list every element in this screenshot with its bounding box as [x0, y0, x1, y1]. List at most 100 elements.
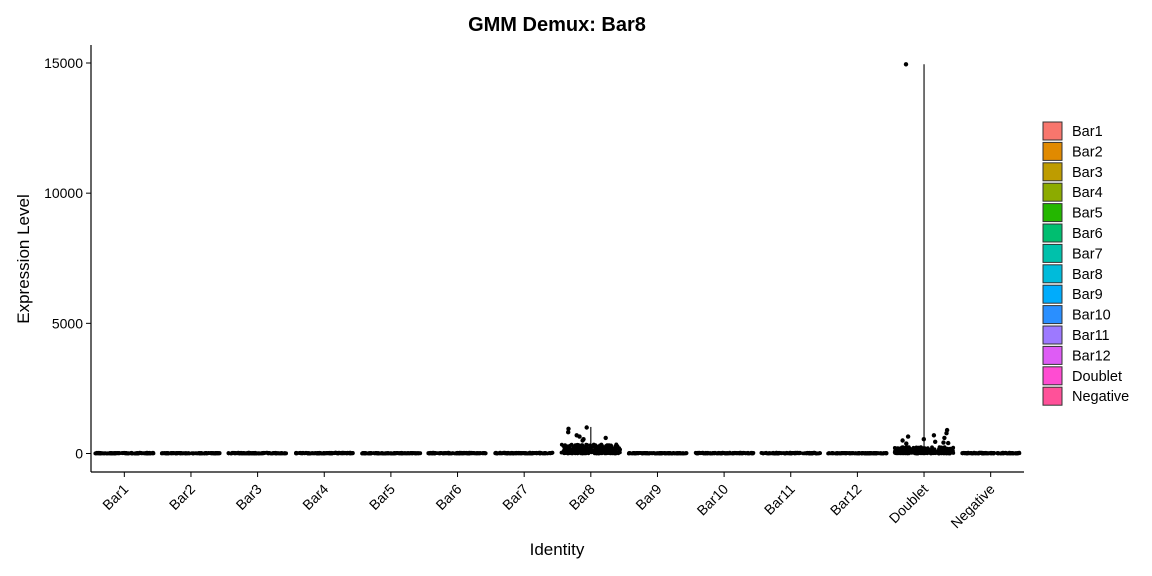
x-tick-label: Bar7 [499, 481, 531, 513]
data-point [718, 451, 722, 455]
legend-label-Bar3: Bar3 [1072, 165, 1103, 181]
data-point [426, 451, 430, 455]
data-point [272, 451, 276, 455]
data-point [98, 451, 102, 455]
outlier-point [604, 436, 608, 440]
y-tick-label: 15000 [44, 55, 83, 71]
data-point [587, 446, 591, 450]
data-point [588, 450, 592, 454]
legend-key-Bar2 [1043, 142, 1062, 160]
data-point [602, 446, 606, 450]
data-point [322, 451, 326, 455]
data-point [851, 452, 855, 456]
points-Bar12 [826, 451, 888, 455]
data-point [472, 451, 476, 455]
x-tick-label: Doublet [886, 481, 932, 527]
data-point [506, 452, 510, 456]
x-tick-label: Negative [947, 481, 998, 532]
data-point [334, 451, 338, 455]
data-point [511, 451, 515, 455]
data-point [676, 452, 680, 456]
legend-key-Doublet [1043, 367, 1062, 385]
data-point [345, 452, 349, 456]
data-point [339, 452, 343, 456]
data-point [139, 451, 143, 455]
points-Bar10 [694, 451, 756, 456]
data-point [600, 450, 604, 454]
data-point [360, 452, 364, 456]
data-point [575, 449, 579, 453]
data-point [592, 450, 596, 454]
data-point [894, 449, 898, 453]
data-point [839, 452, 843, 456]
data-point [560, 451, 564, 455]
data-point [538, 452, 542, 456]
data-point [284, 451, 288, 455]
outlier-point [941, 440, 945, 444]
outlier-point [585, 425, 589, 429]
data-point [376, 451, 380, 455]
outlier-point [566, 430, 570, 434]
data-point [593, 443, 597, 447]
data-point [1001, 451, 1005, 455]
data-point [432, 452, 436, 456]
data-point [455, 451, 459, 455]
data-point [171, 451, 175, 455]
data-point [709, 452, 713, 456]
x-tick-label: Bar10 [693, 481, 731, 519]
data-point [410, 451, 414, 455]
legend-key-Bar10 [1043, 306, 1062, 324]
data-point [203, 452, 207, 456]
data-point [643, 451, 647, 455]
points-Bar6 [426, 451, 487, 456]
points-Bar5 [360, 451, 422, 456]
data-point [682, 451, 686, 455]
x-tick-label: Bar3 [232, 481, 264, 513]
y-tick-label: 5000 [52, 315, 83, 331]
data-point [516, 451, 520, 455]
data-point [855, 452, 859, 456]
data-point [316, 451, 320, 455]
data-point [881, 452, 885, 456]
data-point [659, 451, 663, 455]
legend-key-Bar1 [1043, 122, 1062, 140]
data-point [647, 452, 651, 456]
data-point [653, 452, 657, 456]
legend-key-Bar11 [1043, 326, 1062, 344]
data-point [400, 452, 404, 456]
data-point [166, 451, 170, 455]
data-point [149, 451, 153, 455]
outlier-point [946, 441, 950, 445]
points-Bar11 [760, 451, 822, 456]
data-point [117, 451, 121, 455]
legend-label-Bar8: Bar8 [1072, 267, 1103, 283]
data-point [916, 451, 920, 455]
outlier-point [922, 437, 926, 441]
data-point [326, 451, 330, 455]
x-tick-label: Bar8 [566, 481, 598, 513]
data-point [826, 452, 830, 456]
data-point [925, 451, 929, 455]
data-point [872, 451, 876, 455]
data-point [464, 451, 468, 455]
data-point [578, 445, 582, 449]
data-point [934, 451, 938, 455]
data-point [570, 443, 574, 447]
legend-key-Bar4 [1043, 183, 1062, 201]
data-point [806, 451, 810, 455]
data-point [184, 451, 188, 455]
data-point [613, 451, 617, 455]
legend-key-Bar9 [1043, 285, 1062, 303]
x-tick-label: Bar12 [827, 481, 865, 519]
data-point [991, 451, 995, 455]
data-point [714, 451, 718, 455]
data-point [925, 447, 929, 451]
data-point [372, 451, 376, 455]
data-point [396, 451, 400, 455]
data-point [968, 451, 972, 455]
data-point [259, 451, 263, 455]
data-point [742, 451, 746, 455]
x-tick-label: Bar5 [366, 481, 398, 513]
data-point [502, 451, 506, 455]
